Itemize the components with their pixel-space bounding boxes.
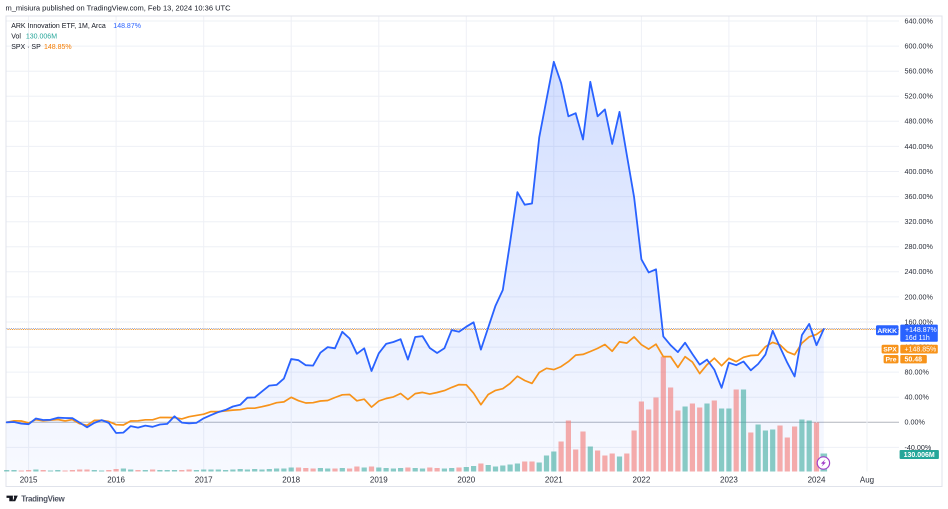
svg-text:520.00%: 520.00% — [905, 92, 934, 101]
svg-text:Vol: Vol — [11, 34, 21, 41]
svg-text:2018: 2018 — [282, 476, 300, 485]
svg-text:ARKK: ARKK — [877, 328, 897, 335]
svg-text:40.00%: 40.00% — [905, 393, 930, 402]
svg-text:640.00%: 640.00% — [905, 16, 934, 25]
svg-text:Aug: Aug — [860, 476, 874, 485]
svg-text:Pre: Pre — [886, 357, 897, 364]
svg-text:m_misiura published on Trading: m_misiura published on TradingView.com, … — [6, 4, 232, 13]
svg-text:2016: 2016 — [107, 476, 125, 485]
svg-text:148.87%: 148.87% — [113, 23, 141, 30]
svg-text:50.48: 50.48 — [905, 357, 923, 364]
svg-text:600.00%: 600.00% — [905, 42, 934, 51]
svg-text:200.00%: 200.00% — [905, 292, 934, 301]
svg-text:16d 11h: 16d 11h — [905, 335, 930, 342]
svg-text:280.00%: 280.00% — [905, 242, 934, 251]
svg-text:2022: 2022 — [633, 476, 651, 485]
svg-text:80.00%: 80.00% — [905, 368, 930, 377]
svg-text:440.00%: 440.00% — [905, 142, 934, 151]
svg-text:-40.00%: -40.00% — [905, 443, 932, 452]
svg-text:0.00%: 0.00% — [905, 418, 926, 427]
svg-text:148.85%: 148.85% — [44, 44, 72, 51]
svg-text:2015: 2015 — [20, 476, 38, 485]
svg-text:2019: 2019 — [370, 476, 388, 485]
svg-text:360.00%: 360.00% — [905, 192, 934, 201]
svg-text:400.00%: 400.00% — [905, 167, 934, 176]
svg-text:2017: 2017 — [195, 476, 213, 485]
svg-text:2024: 2024 — [808, 476, 826, 485]
svg-text:2020: 2020 — [457, 476, 475, 485]
svg-text:480.00%: 480.00% — [905, 117, 934, 126]
svg-text:2021: 2021 — [545, 476, 563, 485]
svg-text:+148.87%: +148.87% — [905, 327, 937, 334]
svg-text:ARK Innovation ETF, 1M, Arca: ARK Innovation ETF, 1M, Arca — [11, 23, 106, 30]
svg-text:560.00%: 560.00% — [905, 67, 934, 76]
svg-text:TradingView: TradingView — [21, 495, 65, 504]
svg-text:+148.85%: +148.85% — [905, 347, 937, 354]
svg-text:130.006M: 130.006M — [904, 452, 935, 459]
svg-text:320.00%: 320.00% — [905, 217, 934, 226]
svg-text:240.00%: 240.00% — [905, 267, 934, 276]
svg-text:2023: 2023 — [720, 476, 738, 485]
svg-text:SPX · SP: SPX · SP — [11, 44, 41, 51]
svg-text:SPX: SPX — [883, 347, 897, 354]
svg-text:130.006M: 130.006M — [26, 34, 57, 41]
svg-text:160.00%: 160.00% — [905, 317, 934, 326]
